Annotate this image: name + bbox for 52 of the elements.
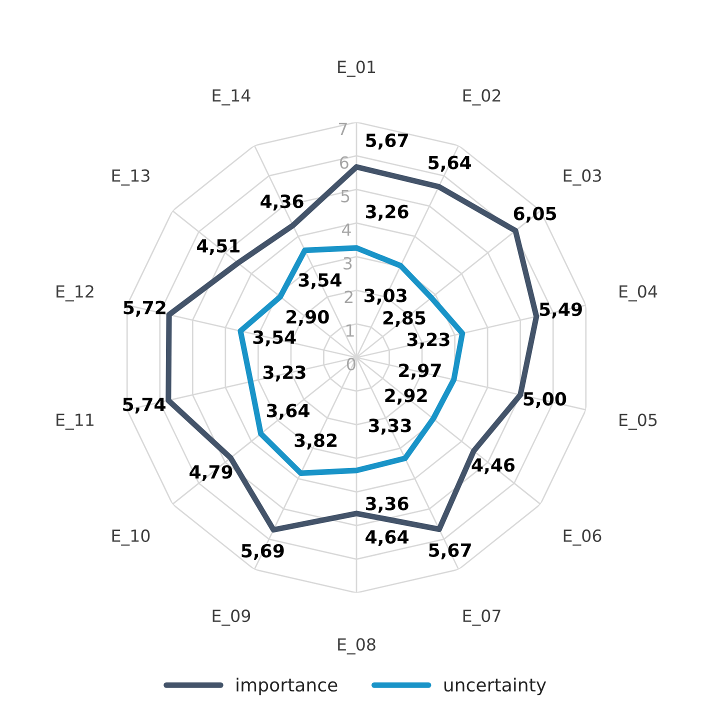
spoke-label: E_05 (620, 414, 657, 430)
y-tick-label: 6 (340, 156, 348, 169)
data-label: 5,64 (428, 156, 472, 172)
spoke-label: E_12 (56, 285, 94, 302)
data-label: 2,90 (286, 310, 329, 326)
data-label: 3,64 (266, 404, 310, 420)
data-label: 3,23 (407, 332, 450, 349)
data-label: 3,82 (294, 433, 337, 450)
y-tick-label: 1 (346, 324, 354, 337)
y-tick-label: 7 (339, 122, 347, 136)
data-label: 2,92 (385, 388, 427, 405)
spoke-label: E_13 (112, 169, 150, 186)
data-label: 5,49 (540, 302, 582, 318)
spoke-label: E_03 (564, 169, 601, 186)
y-tick-label: 0 (346, 358, 356, 370)
data-label: 3,36 (366, 496, 408, 513)
data-label: 4,46 (472, 458, 515, 474)
data-label: 5,74 (123, 398, 166, 414)
data-label: 5,67 (429, 543, 471, 560)
data-label: 3,03 (364, 288, 406, 305)
spoke-label: E_14 (212, 89, 250, 106)
data-label: 3,26 (366, 204, 408, 221)
spoke-label: E_11 (56, 414, 94, 430)
data-label: 3,23 (263, 366, 306, 382)
data-label: 5,69 (242, 544, 284, 560)
spoke-label: E_10 (112, 529, 150, 546)
data-label: 4,64 (366, 530, 408, 546)
data-label: 4,36 (260, 194, 304, 210)
spoke-label: E_09 (212, 610, 250, 626)
y-tick-label: 2 (344, 290, 352, 303)
data-label: 3,54 (253, 330, 296, 346)
legend-label: importance (236, 678, 338, 696)
spoke-label: E_01 (338, 60, 375, 77)
spoke-label: E_02 (463, 89, 500, 106)
y-tick-label: 5 (341, 190, 350, 202)
data-label: 4,51 (196, 239, 240, 255)
data-label: 5,00 (524, 392, 566, 408)
spoke-label: E_06 (564, 529, 602, 546)
legend-label: uncertainty (444, 678, 546, 696)
data-label: 6,05 (514, 206, 556, 223)
data-label: 3,33 (368, 418, 411, 435)
data-label: 2,85 (383, 311, 426, 327)
spoke-label: E_07 (463, 610, 500, 626)
y-tick-label: 3 (344, 257, 352, 270)
y-tick-label: 4 (342, 224, 351, 236)
data-label: 2,97 (399, 364, 441, 380)
data-label: 5,72 (124, 300, 166, 317)
spoke-label: E_08 (338, 638, 376, 654)
data-label: 3,54 (298, 273, 342, 290)
spoke-label: E_04 (620, 285, 658, 302)
data-label: 5,67 (366, 134, 408, 150)
data-label: 4,79 (190, 465, 232, 482)
